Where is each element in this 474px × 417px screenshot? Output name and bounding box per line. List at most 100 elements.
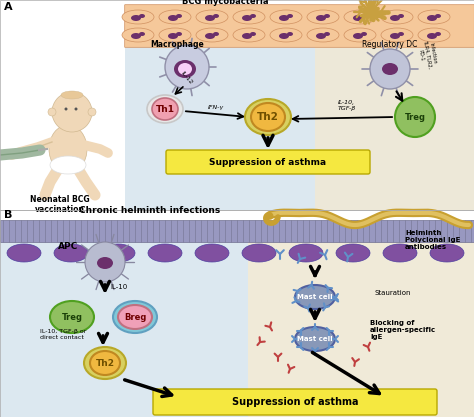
Ellipse shape [84, 347, 126, 379]
Text: APC: APC [58, 242, 78, 251]
Ellipse shape [361, 32, 367, 36]
Ellipse shape [242, 15, 252, 21]
Text: IL-10, TGF-β or
direct contact: IL-10, TGF-β or direct contact [40, 329, 86, 340]
Circle shape [165, 45, 209, 89]
Ellipse shape [336, 244, 370, 262]
Ellipse shape [205, 15, 215, 21]
Ellipse shape [50, 301, 94, 333]
Ellipse shape [279, 33, 289, 39]
Text: IL-12: IL-12 [180, 70, 194, 85]
Ellipse shape [383, 244, 417, 262]
Text: Helminth
Polyclonal IgE
antibodies: Helminth Polyclonal IgE antibodies [405, 230, 460, 250]
Ellipse shape [295, 327, 335, 351]
FancyBboxPatch shape [125, 5, 474, 47]
Ellipse shape [54, 244, 88, 262]
Circle shape [74, 108, 78, 111]
Ellipse shape [430, 244, 464, 262]
Text: Treg: Treg [62, 312, 82, 322]
Ellipse shape [159, 28, 191, 42]
Ellipse shape [122, 28, 154, 42]
Ellipse shape [361, 14, 367, 18]
Text: Regulatory DC: Regulatory DC [362, 40, 418, 49]
Ellipse shape [242, 33, 252, 39]
Ellipse shape [148, 244, 182, 262]
Ellipse shape [131, 15, 141, 21]
Ellipse shape [131, 33, 141, 39]
Text: Th2: Th2 [257, 112, 279, 122]
Text: Stauration: Stauration [375, 290, 411, 296]
Ellipse shape [279, 15, 289, 21]
Ellipse shape [176, 14, 182, 18]
Ellipse shape [245, 99, 291, 135]
Ellipse shape [195, 244, 229, 262]
Text: Th2: Th2 [95, 359, 115, 367]
Ellipse shape [270, 10, 302, 24]
Ellipse shape [381, 28, 413, 42]
Circle shape [85, 242, 125, 282]
Text: Chronic helminth infections: Chronic helminth infections [79, 206, 220, 215]
Ellipse shape [435, 32, 441, 36]
Text: B: B [4, 210, 12, 220]
Ellipse shape [7, 244, 41, 262]
Ellipse shape [196, 28, 228, 42]
Ellipse shape [118, 305, 152, 329]
Text: Mast cell: Mast cell [297, 294, 333, 300]
Ellipse shape [251, 103, 285, 131]
Circle shape [52, 92, 92, 132]
Ellipse shape [139, 32, 145, 36]
Ellipse shape [50, 156, 86, 174]
Ellipse shape [168, 15, 178, 21]
Ellipse shape [49, 125, 87, 173]
Ellipse shape [90, 351, 120, 375]
Ellipse shape [427, 15, 437, 21]
Ellipse shape [418, 10, 450, 24]
Polygon shape [40, 132, 80, 149]
Ellipse shape [324, 32, 330, 36]
Ellipse shape [344, 28, 376, 42]
Ellipse shape [113, 301, 157, 333]
Ellipse shape [139, 14, 145, 18]
Ellipse shape [213, 14, 219, 18]
Ellipse shape [122, 10, 154, 24]
Circle shape [88, 108, 96, 116]
Ellipse shape [316, 15, 326, 21]
Text: IL-10,
TGF-β: IL-10, TGF-β [338, 100, 356, 111]
Ellipse shape [307, 10, 339, 24]
Ellipse shape [152, 98, 178, 120]
Ellipse shape [101, 244, 135, 262]
Text: BCG mycobacteria: BCG mycobacteria [182, 0, 268, 6]
Ellipse shape [178, 63, 192, 75]
Ellipse shape [307, 28, 339, 42]
Ellipse shape [427, 33, 437, 39]
Ellipse shape [344, 10, 376, 24]
Ellipse shape [250, 32, 256, 36]
Ellipse shape [353, 33, 363, 39]
Text: Treg: Treg [404, 113, 426, 121]
Ellipse shape [205, 33, 215, 39]
Text: Macrophage: Macrophage [150, 40, 204, 49]
Text: Mast cell: Mast cell [297, 336, 333, 342]
Ellipse shape [289, 244, 323, 262]
Circle shape [64, 108, 67, 111]
Ellipse shape [353, 15, 363, 21]
Text: Suppression of asthma: Suppression of asthma [210, 158, 327, 166]
Ellipse shape [168, 33, 178, 39]
Ellipse shape [390, 33, 400, 39]
Ellipse shape [213, 32, 219, 36]
Circle shape [48, 108, 56, 116]
Text: Suppression of asthma: Suppression of asthma [232, 397, 358, 407]
Ellipse shape [242, 244, 276, 262]
Ellipse shape [398, 32, 404, 36]
FancyBboxPatch shape [315, 47, 474, 210]
Ellipse shape [324, 14, 330, 18]
Ellipse shape [316, 33, 326, 39]
Ellipse shape [382, 63, 398, 75]
FancyBboxPatch shape [0, 220, 474, 242]
Ellipse shape [250, 14, 256, 18]
FancyBboxPatch shape [166, 150, 370, 174]
Ellipse shape [174, 60, 196, 78]
Text: Breg: Breg [124, 312, 146, 322]
Text: Neonatal BCG
vaccination: Neonatal BCG vaccination [30, 195, 90, 214]
Circle shape [370, 49, 410, 89]
FancyBboxPatch shape [153, 389, 437, 415]
